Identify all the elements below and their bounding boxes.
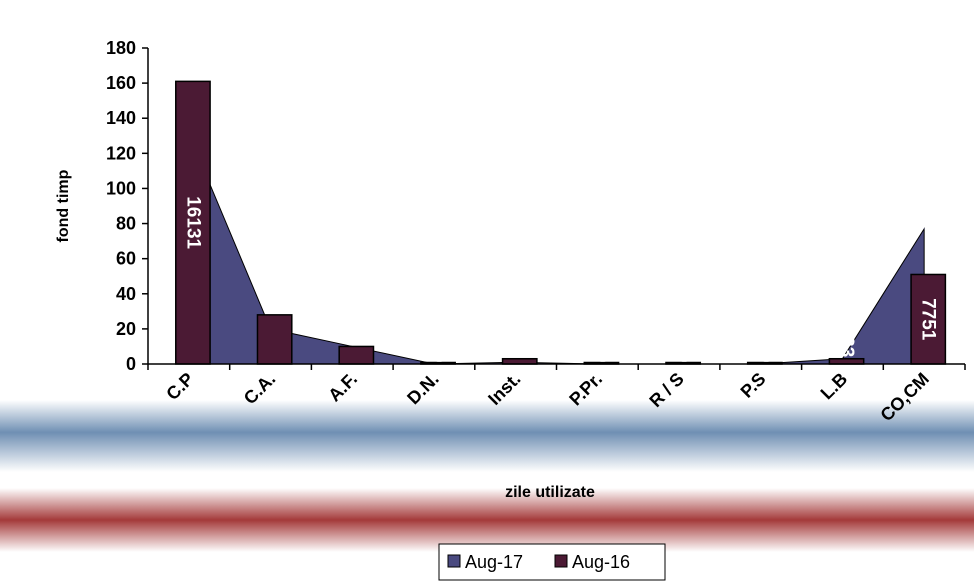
legend-swatch-1 bbox=[555, 555, 567, 567]
legend-label-0: Aug-17 bbox=[465, 552, 523, 572]
legend-label-1: Aug-16 bbox=[572, 552, 630, 572]
bar-aug-16-8 bbox=[829, 359, 863, 364]
bar-aug-16-1 bbox=[257, 315, 291, 364]
data-label-4: 31 bbox=[509, 336, 530, 358]
y-tick-label: 80 bbox=[116, 214, 136, 234]
y-axis-title: fond timp bbox=[55, 169, 72, 242]
data-label-0: 16131 bbox=[182, 196, 203, 249]
background-band-red bbox=[0, 488, 974, 552]
y-tick-label: 160 bbox=[106, 73, 136, 93]
y-tick-label: 140 bbox=[106, 108, 136, 128]
y-tick-label: 0 bbox=[126, 354, 136, 374]
legend-swatch-0 bbox=[448, 555, 460, 567]
y-tick-label: 120 bbox=[106, 143, 136, 163]
data-label-6: 00 bbox=[673, 341, 694, 362]
data-label-8: 33 bbox=[836, 336, 857, 357]
data-label-5: 00 bbox=[591, 341, 612, 362]
y-tick-label: 20 bbox=[116, 319, 136, 339]
x-axis-title: zile utilizate bbox=[505, 484, 595, 501]
y-tick-label: 100 bbox=[106, 178, 136, 198]
area-point-9 bbox=[924, 228, 925, 229]
data-label-1: 28 bbox=[264, 292, 285, 313]
data-label-9: 7751 bbox=[918, 298, 939, 341]
data-label-7: 00 bbox=[754, 341, 775, 362]
data-label-3: 00 bbox=[428, 341, 449, 362]
y-tick-label: 40 bbox=[116, 284, 136, 304]
data-label-2: 103 bbox=[346, 314, 367, 346]
y-tick-label: 180 bbox=[106, 38, 136, 58]
bar-aug-16-2 bbox=[339, 346, 373, 364]
bar-aug-16-4 bbox=[503, 359, 537, 364]
y-tick-label: 60 bbox=[116, 249, 136, 269]
background-band-blue bbox=[0, 400, 974, 472]
